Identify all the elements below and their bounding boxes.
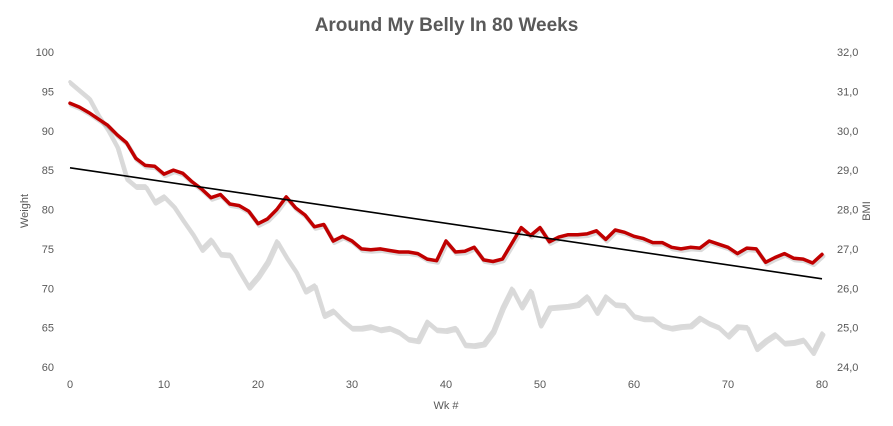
y-tick-label: 80 [42,205,54,217]
x-tick-label: 70 [722,379,734,391]
y2-tick-label: 32,0 [837,47,858,59]
y2-tick-label: 29,0 [837,165,858,177]
y-tick-label: 85 [42,165,54,177]
chart-title: Around My Belly In 80 Weeks [315,15,579,36]
bmi-series-line [68,80,824,354]
y-tick-label: 100 [36,47,54,59]
y-axis-label: Weight [19,194,31,228]
x-axis-label: Wk # [433,400,459,412]
x-tick-label: 0 [67,379,73,391]
y-tick-label: 70 [42,283,54,295]
y-tick-label: 65 [42,323,54,335]
weight-series-line [68,101,824,265]
y-tick-label: 90 [42,126,54,138]
y2-tick-label: 25,0 [837,323,858,335]
x-tick-label: 20 [252,379,264,391]
y2-axis-label: BMI [861,201,873,221]
y2-tick-label: 27,0 [837,244,858,256]
y-tick-label: 60 [42,362,54,374]
trendline [69,167,823,280]
x-tick-label: 50 [534,379,546,391]
x-tick-label: 30 [346,379,358,391]
y2-tick-label: 30,0 [837,126,858,138]
x-tick-label: 40 [440,379,452,391]
series-group [68,80,826,357]
x-tick-label: 10 [158,379,170,391]
tick-labels: 606570758085909510024,025,026,027,028,02… [36,47,859,391]
x-tick-label: 80 [816,379,828,391]
y2-tick-label: 26,0 [837,283,858,295]
y-tick-label: 95 [42,86,54,98]
x-tick-label: 60 [628,379,640,391]
y2-tick-label: 31,0 [837,86,858,98]
y-tick-label: 75 [42,244,54,256]
y2-tick-label: 28,0 [837,205,858,217]
y2-tick-label: 24,0 [837,362,858,374]
